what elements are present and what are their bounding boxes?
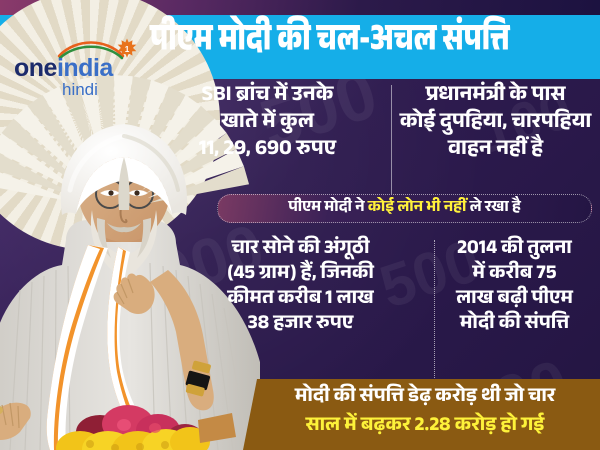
svg-text:1: 1: [125, 45, 130, 54]
